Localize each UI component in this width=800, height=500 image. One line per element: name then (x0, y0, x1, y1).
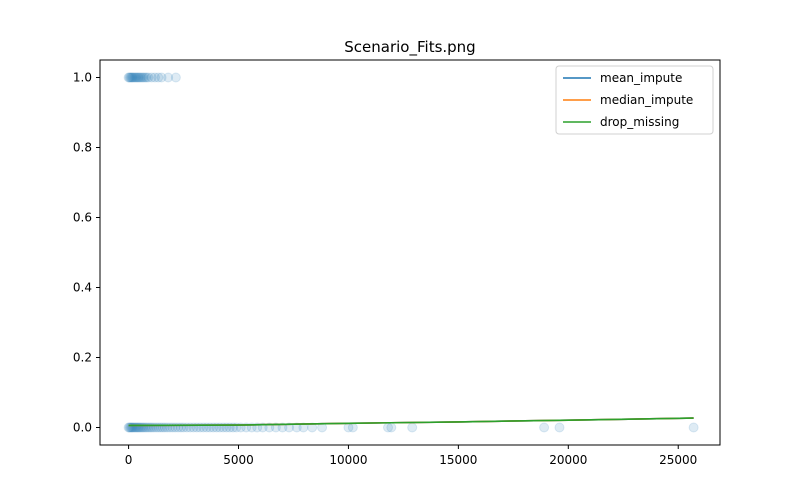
scatter-point (291, 422, 302, 433)
scatter-point (170, 72, 181, 83)
scatter-point (277, 422, 288, 433)
x-tick-label: 5000 (223, 453, 254, 467)
scatter-point (153, 72, 164, 83)
scatter-point (146, 72, 157, 83)
scatter-point (163, 72, 174, 83)
scatter-point (298, 422, 309, 433)
scatter-point (554, 422, 565, 433)
scatter-point (307, 422, 318, 433)
legend-items: mean_impute median_impute drop_missing (563, 71, 693, 129)
y-axis: 0.0 0.2 0.4 0.6 0.8 1.0 (73, 71, 100, 435)
legend-frame (555, 65, 714, 135)
y-tick-label: 1.0 (73, 71, 92, 85)
scatter-point (133, 72, 144, 83)
series-layer (128, 417, 694, 427)
scatter-point (130, 72, 141, 83)
y-tick-label: 0.8 (73, 141, 92, 155)
y-tick-label: 0.2 (73, 351, 92, 365)
scatter-point (138, 72, 149, 83)
x-tick-label: 25000 (659, 453, 697, 467)
x-tick-label: 15000 (439, 453, 477, 467)
scatter-point (407, 422, 418, 433)
scatter-point (141, 72, 152, 83)
y-tick-label: 0.0 (73, 421, 92, 435)
y-tick-label: 0.4 (73, 281, 92, 295)
scatter-point (284, 422, 295, 433)
scatter-point (132, 72, 143, 83)
scatter-point (137, 72, 148, 83)
scatter-point (347, 422, 358, 433)
legend-label-median-impute: median_impute (600, 93, 693, 107)
scatter-point (688, 422, 699, 433)
scatter-point (131, 72, 142, 83)
scatter-point (386, 422, 397, 433)
series-line-drop-missing (128, 417, 694, 427)
scatter-point (134, 72, 145, 83)
scatter-point (156, 72, 167, 83)
x-axis: 0 5000 10000 15000 20000 25000 (125, 445, 697, 467)
scatter-point (149, 72, 160, 83)
scatter-point (127, 72, 138, 83)
x-tick-label: 20000 (549, 453, 587, 467)
y-tick-label: 0.6 (73, 211, 92, 225)
x-tick-label: 10000 (329, 453, 367, 467)
scatter-point (124, 72, 135, 83)
chart-title: Scenario_Fits.png (344, 38, 475, 57)
scatter-point (129, 72, 140, 83)
scatter-point (125, 72, 136, 83)
x-tick-label: 0 (125, 453, 133, 467)
legend-label-drop-missing: drop_missing (600, 115, 679, 129)
scatter-point (123, 72, 134, 83)
scatter-point (126, 72, 137, 83)
legend: mean_impute median_impute drop_missing (555, 65, 714, 135)
scatter-point (135, 72, 146, 83)
legend-label-mean-impute: mean_impute (600, 71, 682, 85)
scatter-point (539, 422, 550, 433)
scatter-point (140, 72, 151, 83)
scatter-point (127, 72, 138, 83)
scatter-point (143, 72, 154, 83)
